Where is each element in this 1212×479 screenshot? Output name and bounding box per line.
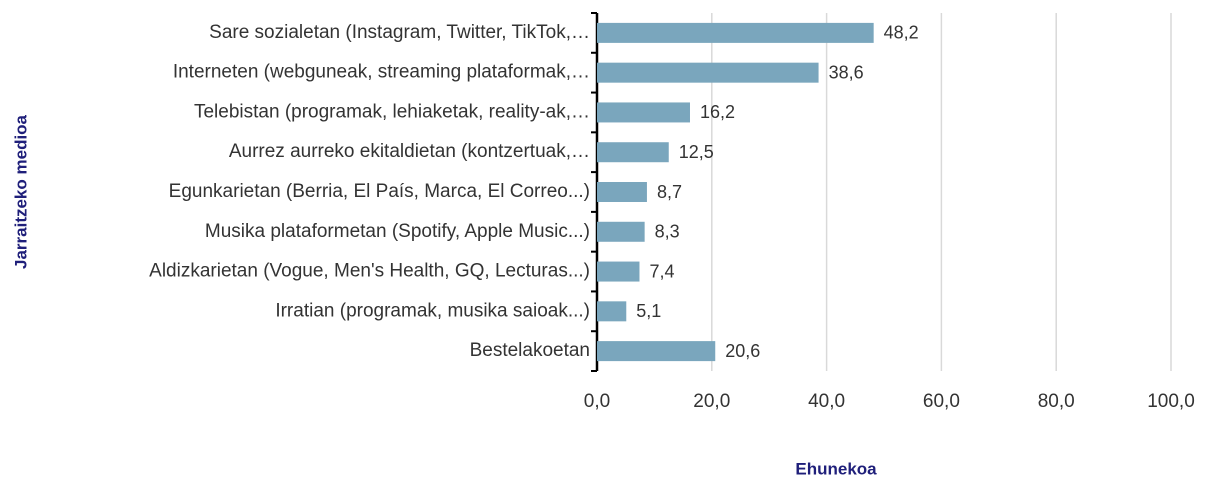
bar	[597, 142, 669, 163]
x-tick-label: 80,0	[1038, 391, 1075, 412]
x-axis-title: Ehunekoa	[795, 459, 877, 478]
bar	[597, 261, 640, 282]
value-label: 12,5	[679, 142, 714, 162]
x-tick-label: 60,0	[923, 391, 960, 412]
bar	[597, 341, 716, 362]
bar	[597, 182, 647, 202]
y-tick-label: Musika plataformetan (Spotify, Apple Mus…	[205, 221, 590, 242]
x-tick-label: 40,0	[808, 391, 845, 412]
y-tick-label: Interneten (webguneak, streaming platafo…	[173, 62, 590, 83]
bar	[597, 301, 627, 322]
y-tick-label: Aurrez aurreko ekitaldietan (kontzertuak…	[229, 141, 590, 162]
y-tick-label: Irratian (programak, musika saioak...)	[275, 300, 590, 321]
y-tick-label: Sare sozialetan (Instagram, Twitter, Tik…	[209, 22, 590, 43]
value-label: 7,4	[649, 261, 674, 281]
value-label: 48,2	[884, 23, 919, 43]
x-tick-label: 100,0	[1147, 391, 1195, 412]
y-axis-title: Jarraitzeko medioa	[11, 114, 30, 269]
y-tick-label: Aldizkarietan (Vogue, Men's Health, GQ, …	[149, 261, 590, 282]
bar	[597, 102, 690, 123]
bar	[597, 62, 819, 83]
value-label: 16,2	[700, 102, 735, 122]
bar	[597, 22, 874, 43]
value-label: 20,6	[725, 341, 760, 361]
x-tick-label: 20,0	[693, 391, 730, 412]
value-label: 38,6	[829, 62, 864, 82]
value-label: 8,7	[657, 182, 682, 202]
value-label: 8,3	[655, 222, 680, 242]
y-tick-label: Egunkarietan (Berria, El País, Marca, El…	[169, 181, 590, 202]
y-tick-label: Telebistan (programak, lehiaketak, reali…	[194, 101, 590, 122]
y-tick-label: Bestelakoetan	[470, 340, 590, 361]
x-tick-label: 0,0	[584, 391, 610, 412]
value-label: 5,1	[636, 301, 661, 321]
bar	[597, 221, 645, 242]
